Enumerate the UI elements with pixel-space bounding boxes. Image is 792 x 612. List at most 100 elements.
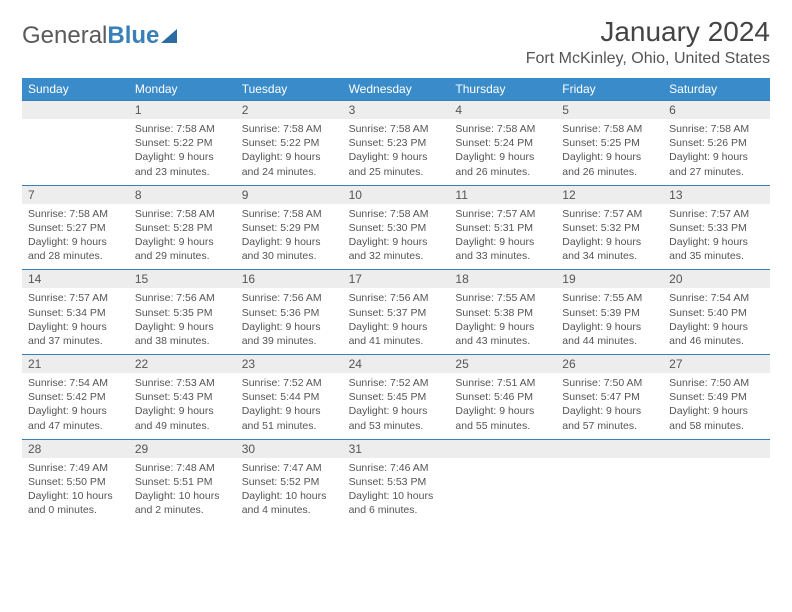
sunset-text: Sunset: 5:33 PM xyxy=(669,221,764,235)
daylight-line1: Daylight: 9 hours xyxy=(562,235,657,249)
daylight-line2: and 0 minutes. xyxy=(28,503,123,517)
day-cell: 4Sunrise: 7:58 AMSunset: 5:24 PMDaylight… xyxy=(449,100,556,185)
day-cell: 7Sunrise: 7:58 AMSunset: 5:27 PMDaylight… xyxy=(22,185,129,270)
day-details: Sunrise: 7:49 AMSunset: 5:50 PMDaylight:… xyxy=(22,458,129,524)
daylight-line2: and 39 minutes. xyxy=(242,334,337,348)
daylight-line2: and 26 minutes. xyxy=(455,165,550,179)
daylight-line2: and 35 minutes. xyxy=(669,249,764,263)
day-cell: 8Sunrise: 7:58 AMSunset: 5:28 PMDaylight… xyxy=(129,185,236,270)
week-row: 28Sunrise: 7:49 AMSunset: 5:50 PMDayligh… xyxy=(22,439,770,524)
daylight-line1: Daylight: 9 hours xyxy=(455,150,550,164)
daylight-line1: Daylight: 9 hours xyxy=(349,404,444,418)
daylight-line1: Daylight: 9 hours xyxy=(242,404,337,418)
day-cell: 3Sunrise: 7:58 AMSunset: 5:23 PMDaylight… xyxy=(343,100,450,185)
day-number: 25 xyxy=(449,354,556,373)
day-number xyxy=(663,439,770,458)
day-details: Sunrise: 7:52 AMSunset: 5:44 PMDaylight:… xyxy=(236,373,343,439)
day-number: 9 xyxy=(236,185,343,204)
sunrise-text: Sunrise: 7:58 AM xyxy=(349,122,444,136)
day-number: 28 xyxy=(22,439,129,458)
day-header-friday: Friday xyxy=(556,78,663,100)
daylight-line2: and 30 minutes. xyxy=(242,249,337,263)
sunrise-text: Sunrise: 7:55 AM xyxy=(455,291,550,305)
sunrise-text: Sunrise: 7:58 AM xyxy=(242,207,337,221)
sunrise-text: Sunrise: 7:58 AM xyxy=(455,122,550,136)
daylight-line2: and 51 minutes. xyxy=(242,419,337,433)
day-cell: 30Sunrise: 7:47 AMSunset: 5:52 PMDayligh… xyxy=(236,439,343,524)
day-number xyxy=(556,439,663,458)
day-header-monday: Monday xyxy=(129,78,236,100)
day-number: 20 xyxy=(663,269,770,288)
logo: GeneralBlue xyxy=(22,16,177,50)
sunset-text: Sunset: 5:49 PM xyxy=(669,390,764,404)
day-cell: 21Sunrise: 7:54 AMSunset: 5:42 PMDayligh… xyxy=(22,354,129,439)
location-text: Fort McKinley, Ohio, United States xyxy=(526,50,770,68)
daylight-line1: Daylight: 9 hours xyxy=(135,320,230,334)
day-details: Sunrise: 7:58 AMSunset: 5:22 PMDaylight:… xyxy=(129,119,236,185)
day-cell: 23Sunrise: 7:52 AMSunset: 5:44 PMDayligh… xyxy=(236,354,343,439)
day-cell: 2Sunrise: 7:58 AMSunset: 5:22 PMDaylight… xyxy=(236,100,343,185)
daylight-line1: Daylight: 9 hours xyxy=(242,320,337,334)
day-cell: 1Sunrise: 7:58 AMSunset: 5:22 PMDaylight… xyxy=(129,100,236,185)
sunrise-text: Sunrise: 7:58 AM xyxy=(28,207,123,221)
day-details: Sunrise: 7:51 AMSunset: 5:46 PMDaylight:… xyxy=(449,373,556,439)
logo-text-blue: Blue xyxy=(107,22,159,50)
title-block: January 2024 Fort McKinley, Ohio, United… xyxy=(526,16,770,68)
sunrise-text: Sunrise: 7:54 AM xyxy=(28,376,123,390)
day-number: 10 xyxy=(343,185,450,204)
day-number: 2 xyxy=(236,100,343,119)
day-header-wednesday: Wednesday xyxy=(343,78,450,100)
day-number: 24 xyxy=(343,354,450,373)
daylight-line1: Daylight: 9 hours xyxy=(669,320,764,334)
day-details: Sunrise: 7:56 AMSunset: 5:36 PMDaylight:… xyxy=(236,288,343,354)
day-number: 5 xyxy=(556,100,663,119)
day-cell xyxy=(663,439,770,524)
day-cell: 24Sunrise: 7:52 AMSunset: 5:45 PMDayligh… xyxy=(343,354,450,439)
sunrise-text: Sunrise: 7:58 AM xyxy=(135,207,230,221)
day-cell: 25Sunrise: 7:51 AMSunset: 5:46 PMDayligh… xyxy=(449,354,556,439)
sunrise-text: Sunrise: 7:47 AM xyxy=(242,461,337,475)
daylight-line1: Daylight: 9 hours xyxy=(349,235,444,249)
sunset-text: Sunset: 5:24 PM xyxy=(455,136,550,150)
sunrise-text: Sunrise: 7:57 AM xyxy=(28,291,123,305)
daylight-line2: and 43 minutes. xyxy=(455,334,550,348)
sunset-text: Sunset: 5:44 PM xyxy=(242,390,337,404)
daylight-line1: Daylight: 9 hours xyxy=(349,320,444,334)
daylight-line2: and 25 minutes. xyxy=(349,165,444,179)
daylight-line2: and 49 minutes. xyxy=(135,419,230,433)
day-number: 30 xyxy=(236,439,343,458)
sunrise-text: Sunrise: 7:51 AM xyxy=(455,376,550,390)
sunrise-text: Sunrise: 7:57 AM xyxy=(669,207,764,221)
daylight-line1: Daylight: 9 hours xyxy=(28,404,123,418)
daylight-line1: Daylight: 9 hours xyxy=(562,150,657,164)
daylight-line1: Daylight: 9 hours xyxy=(669,150,764,164)
day-details xyxy=(556,458,663,467)
day-number: 13 xyxy=(663,185,770,204)
sunset-text: Sunset: 5:31 PM xyxy=(455,221,550,235)
sunrise-text: Sunrise: 7:58 AM xyxy=(349,207,444,221)
sunset-text: Sunset: 5:23 PM xyxy=(349,136,444,150)
sunrise-text: Sunrise: 7:50 AM xyxy=(669,376,764,390)
day-cell: 17Sunrise: 7:56 AMSunset: 5:37 PMDayligh… xyxy=(343,269,450,354)
daylight-line2: and 28 minutes. xyxy=(28,249,123,263)
daylight-line1: Daylight: 9 hours xyxy=(669,404,764,418)
day-cell: 15Sunrise: 7:56 AMSunset: 5:35 PMDayligh… xyxy=(129,269,236,354)
sunrise-text: Sunrise: 7:57 AM xyxy=(455,207,550,221)
sunrise-text: Sunrise: 7:46 AM xyxy=(349,461,444,475)
day-number: 15 xyxy=(129,269,236,288)
sunrise-text: Sunrise: 7:50 AM xyxy=(562,376,657,390)
day-details: Sunrise: 7:50 AMSunset: 5:47 PMDaylight:… xyxy=(556,373,663,439)
day-number: 8 xyxy=(129,185,236,204)
day-details: Sunrise: 7:58 AMSunset: 5:29 PMDaylight:… xyxy=(236,204,343,270)
sunrise-text: Sunrise: 7:58 AM xyxy=(562,122,657,136)
day-details: Sunrise: 7:54 AMSunset: 5:42 PMDaylight:… xyxy=(22,373,129,439)
sunrise-text: Sunrise: 7:56 AM xyxy=(242,291,337,305)
day-details: Sunrise: 7:54 AMSunset: 5:40 PMDaylight:… xyxy=(663,288,770,354)
sunset-text: Sunset: 5:34 PM xyxy=(28,306,123,320)
weeks-container: 1Sunrise: 7:58 AMSunset: 5:22 PMDaylight… xyxy=(22,100,770,523)
sunset-text: Sunset: 5:51 PM xyxy=(135,475,230,489)
sunset-text: Sunset: 5:39 PM xyxy=(562,306,657,320)
sunset-text: Sunset: 5:45 PM xyxy=(349,390,444,404)
day-number: 27 xyxy=(663,354,770,373)
day-cell: 28Sunrise: 7:49 AMSunset: 5:50 PMDayligh… xyxy=(22,439,129,524)
